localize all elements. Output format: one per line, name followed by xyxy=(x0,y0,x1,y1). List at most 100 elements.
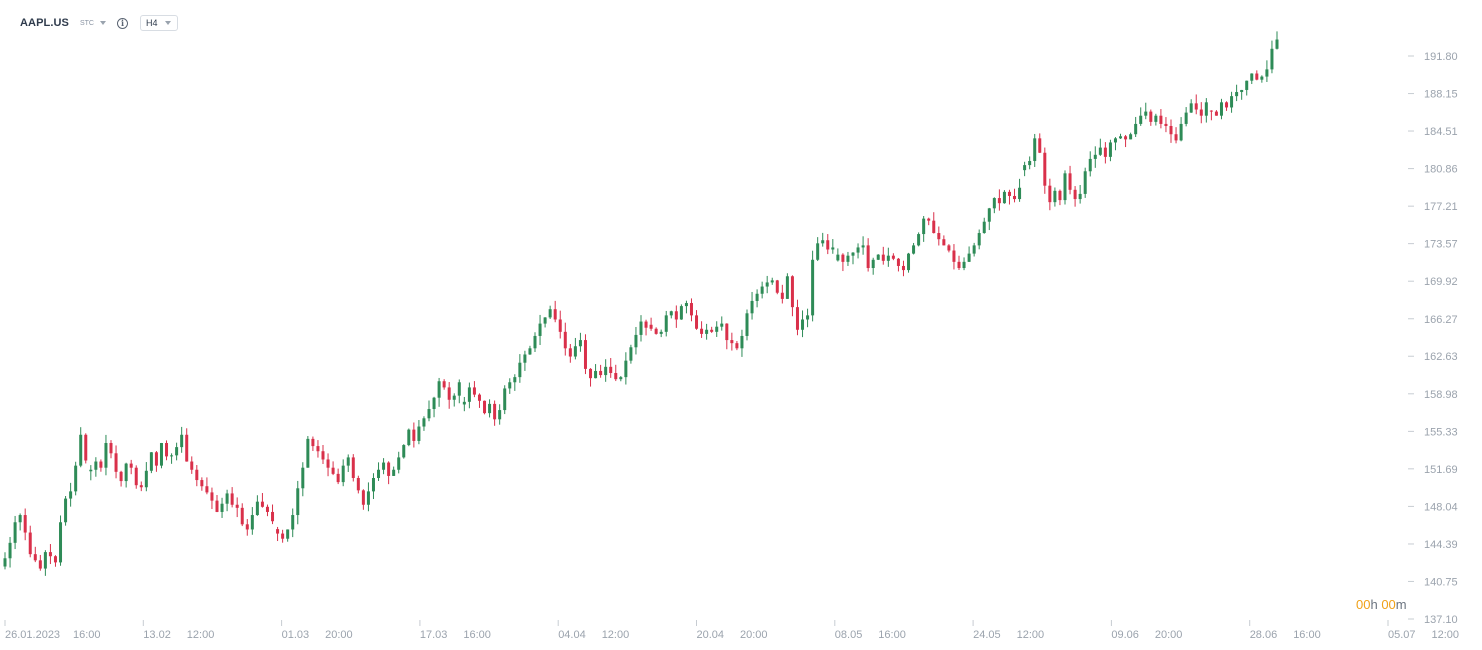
candle xyxy=(1134,116,1138,137)
candle xyxy=(745,309,749,341)
candle xyxy=(432,396,436,418)
candle xyxy=(407,428,411,447)
candle-body xyxy=(371,477,375,492)
candle xyxy=(861,236,865,255)
candle-body xyxy=(1007,191,1011,196)
candle-body xyxy=(1275,39,1279,49)
candle xyxy=(1002,190,1006,204)
candle xyxy=(952,244,956,270)
x-tick-date: 28.06 xyxy=(1250,629,1278,641)
candle-body xyxy=(1018,187,1022,200)
candle xyxy=(235,497,239,518)
candle-body xyxy=(1043,152,1047,186)
candle-body xyxy=(508,382,512,389)
candle-body xyxy=(477,394,481,401)
candle-body xyxy=(876,254,880,260)
candle xyxy=(1240,89,1244,100)
candle-body xyxy=(1235,92,1239,97)
candle xyxy=(1058,189,1062,206)
candle-body xyxy=(331,467,335,474)
x-tick-date: 04.04 xyxy=(558,629,586,641)
symbol-label[interactable]: AAPL.US xyxy=(20,17,69,29)
candle-body xyxy=(811,259,815,316)
candle xyxy=(94,457,98,477)
candle xyxy=(977,229,981,250)
candle xyxy=(341,459,345,487)
candle xyxy=(1174,127,1178,144)
candle xyxy=(664,310,668,337)
candle xyxy=(1053,187,1057,207)
candle xyxy=(1043,147,1047,194)
candle xyxy=(790,275,794,317)
candle-body xyxy=(417,426,421,441)
candle xyxy=(795,299,799,336)
candle-body xyxy=(1103,147,1107,157)
candle-body xyxy=(1174,134,1178,141)
x-tick-time: 20:00 xyxy=(325,629,353,641)
candle xyxy=(533,332,537,353)
candle-body xyxy=(649,324,653,329)
instrument-dropdown-caret-icon[interactable] xyxy=(99,21,106,25)
candle-body xyxy=(1023,165,1027,171)
candle-body xyxy=(250,515,254,530)
timeframe-select[interactable]: H4 xyxy=(139,15,178,31)
info-icon[interactable]: i xyxy=(116,17,128,29)
x-tick-time: 12:00 xyxy=(1432,629,1460,641)
candle-body xyxy=(387,462,391,476)
candle xyxy=(215,494,219,513)
candle-body xyxy=(563,331,567,349)
candle xyxy=(1028,156,1032,170)
chevron-down-icon xyxy=(164,21,171,25)
candle-body xyxy=(493,403,497,420)
candle xyxy=(1255,70,1259,81)
x-tick-time: 12:00 xyxy=(187,629,215,641)
x-tick-date: 09.06 xyxy=(1111,629,1139,641)
candle xyxy=(366,482,370,512)
timer-minutes: 00 xyxy=(1381,597,1396,612)
candle xyxy=(175,442,179,461)
candle-body xyxy=(1058,190,1062,201)
candle-body xyxy=(377,469,381,478)
x-axis: 26.01.2023 16:00 13.02 12:00 01.03 20:00 17.03… xyxy=(4,620,1460,641)
candle-body xyxy=(1245,80,1249,90)
candle-body xyxy=(573,346,577,357)
candle-body xyxy=(806,315,810,320)
candle-body xyxy=(816,243,820,260)
candle-body xyxy=(271,511,275,522)
candle xyxy=(447,382,451,409)
candle-body xyxy=(705,329,709,334)
candle-body xyxy=(139,485,143,488)
candle xyxy=(811,250,815,322)
candle-body xyxy=(59,522,63,563)
candle-body xyxy=(1053,190,1057,203)
candle xyxy=(271,504,275,525)
candle-timer: 00h 00m xyxy=(1356,597,1407,612)
candle xyxy=(250,507,254,535)
candle-body xyxy=(483,400,487,414)
candle xyxy=(1083,167,1087,198)
candle xyxy=(851,252,855,265)
candle xyxy=(1007,189,1011,205)
candle-body xyxy=(165,442,169,457)
candle xyxy=(291,508,295,538)
y-tick-label: 166.27 xyxy=(1424,314,1458,326)
candle-body xyxy=(568,348,572,357)
candle xyxy=(1038,133,1042,154)
candle xyxy=(644,319,648,336)
candle xyxy=(331,461,335,476)
candle xyxy=(891,253,895,261)
candle xyxy=(553,300,557,323)
candle-body xyxy=(851,252,855,256)
y-tick-label: 180.86 xyxy=(1424,164,1458,176)
candle xyxy=(750,291,754,320)
candle-body xyxy=(846,255,850,262)
candle xyxy=(498,404,502,425)
candle xyxy=(1129,132,1133,140)
candle xyxy=(669,310,673,319)
candle-body xyxy=(604,366,608,376)
candle-body xyxy=(735,343,739,349)
x-tick-time: 16:00 xyxy=(1293,629,1321,641)
candle xyxy=(947,244,951,253)
candle-body xyxy=(801,319,805,330)
